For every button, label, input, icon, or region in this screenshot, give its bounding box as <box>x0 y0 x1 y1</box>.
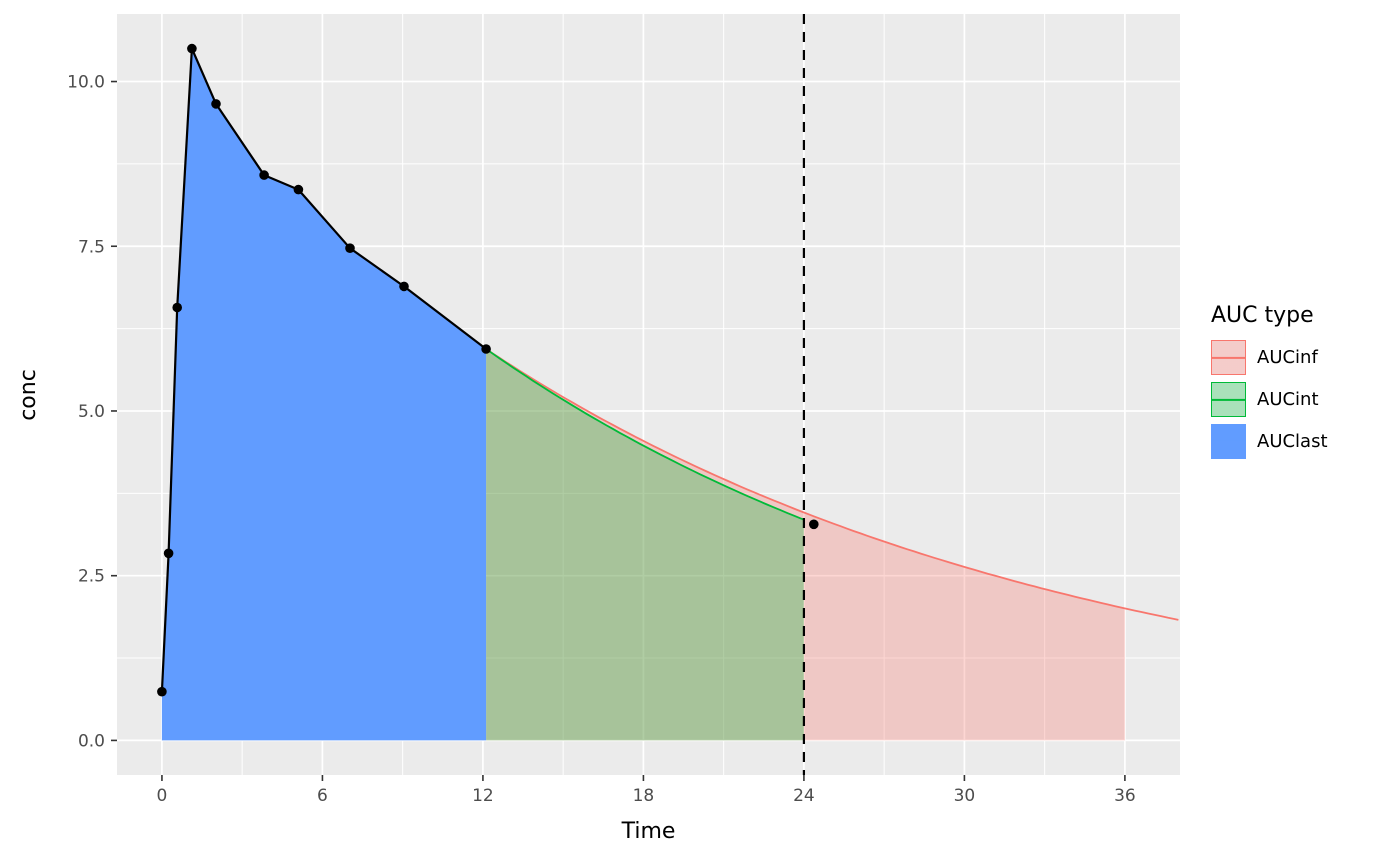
y-tick-label: 7.5 <box>78 237 105 257</box>
observed-line <box>160 47 488 693</box>
aucint-interpolation-line <box>485 348 805 521</box>
legend-label-aucint: AUCint <box>1257 389 1319 410</box>
observed-point <box>157 686 167 697</box>
x-tick-label: 12 <box>472 786 494 806</box>
observed-point <box>211 99 221 109</box>
legend-swatch-auclast <box>1211 424 1246 459</box>
legend-item-aucinf: AUCinf <box>1211 340 1328 375</box>
y-tick-label: 2.5 <box>78 567 105 587</box>
legend-swatch-aucint <box>1211 382 1246 417</box>
region-auclast <box>161 48 487 741</box>
observed-point <box>481 344 491 354</box>
x-tick-label: 24 <box>793 786 815 806</box>
observed-point <box>293 184 304 195</box>
legend-key-line-aucinf <box>1211 356 1246 359</box>
x-tick-label: 36 <box>1114 786 1136 806</box>
legend-key-line-auclast <box>1211 440 1246 443</box>
y-tick-label: 0.0 <box>78 731 105 751</box>
x-tick-label: 6 <box>317 786 328 806</box>
observed-point <box>345 243 355 253</box>
legend-label-auclast: AUClast <box>1257 431 1328 452</box>
aucinf-extrapolation-line <box>485 348 1179 621</box>
observed-point <box>187 43 197 54</box>
legend-item-aucint: AUCint <box>1211 382 1328 417</box>
legend: AUC type AUCinf AUCint AUClast <box>1211 303 1328 466</box>
y-axis-title: conc <box>15 369 41 421</box>
y-tick-label: 5.0 <box>78 402 105 422</box>
x-tick-label: 18 <box>633 786 655 806</box>
x-axis-title: Time <box>621 819 676 844</box>
legend-title: AUC type <box>1211 303 1314 328</box>
legend-swatch-aucinf <box>1211 340 1246 375</box>
legend-item-auclast: AUClast <box>1211 424 1328 459</box>
region-aucint <box>486 349 804 741</box>
x-tick-label: 0 <box>157 786 168 806</box>
observed-point <box>399 281 409 292</box>
observed-point <box>172 302 182 313</box>
legend-key-line-aucint <box>1211 398 1246 401</box>
y-tick-label: 10.0 <box>67 73 105 93</box>
observed-point <box>809 519 819 530</box>
legend-label-aucinf: AUCinf <box>1257 347 1318 368</box>
observed-point <box>259 170 269 180</box>
observed-point <box>163 548 174 559</box>
x-tick-label: 30 <box>954 786 976 806</box>
